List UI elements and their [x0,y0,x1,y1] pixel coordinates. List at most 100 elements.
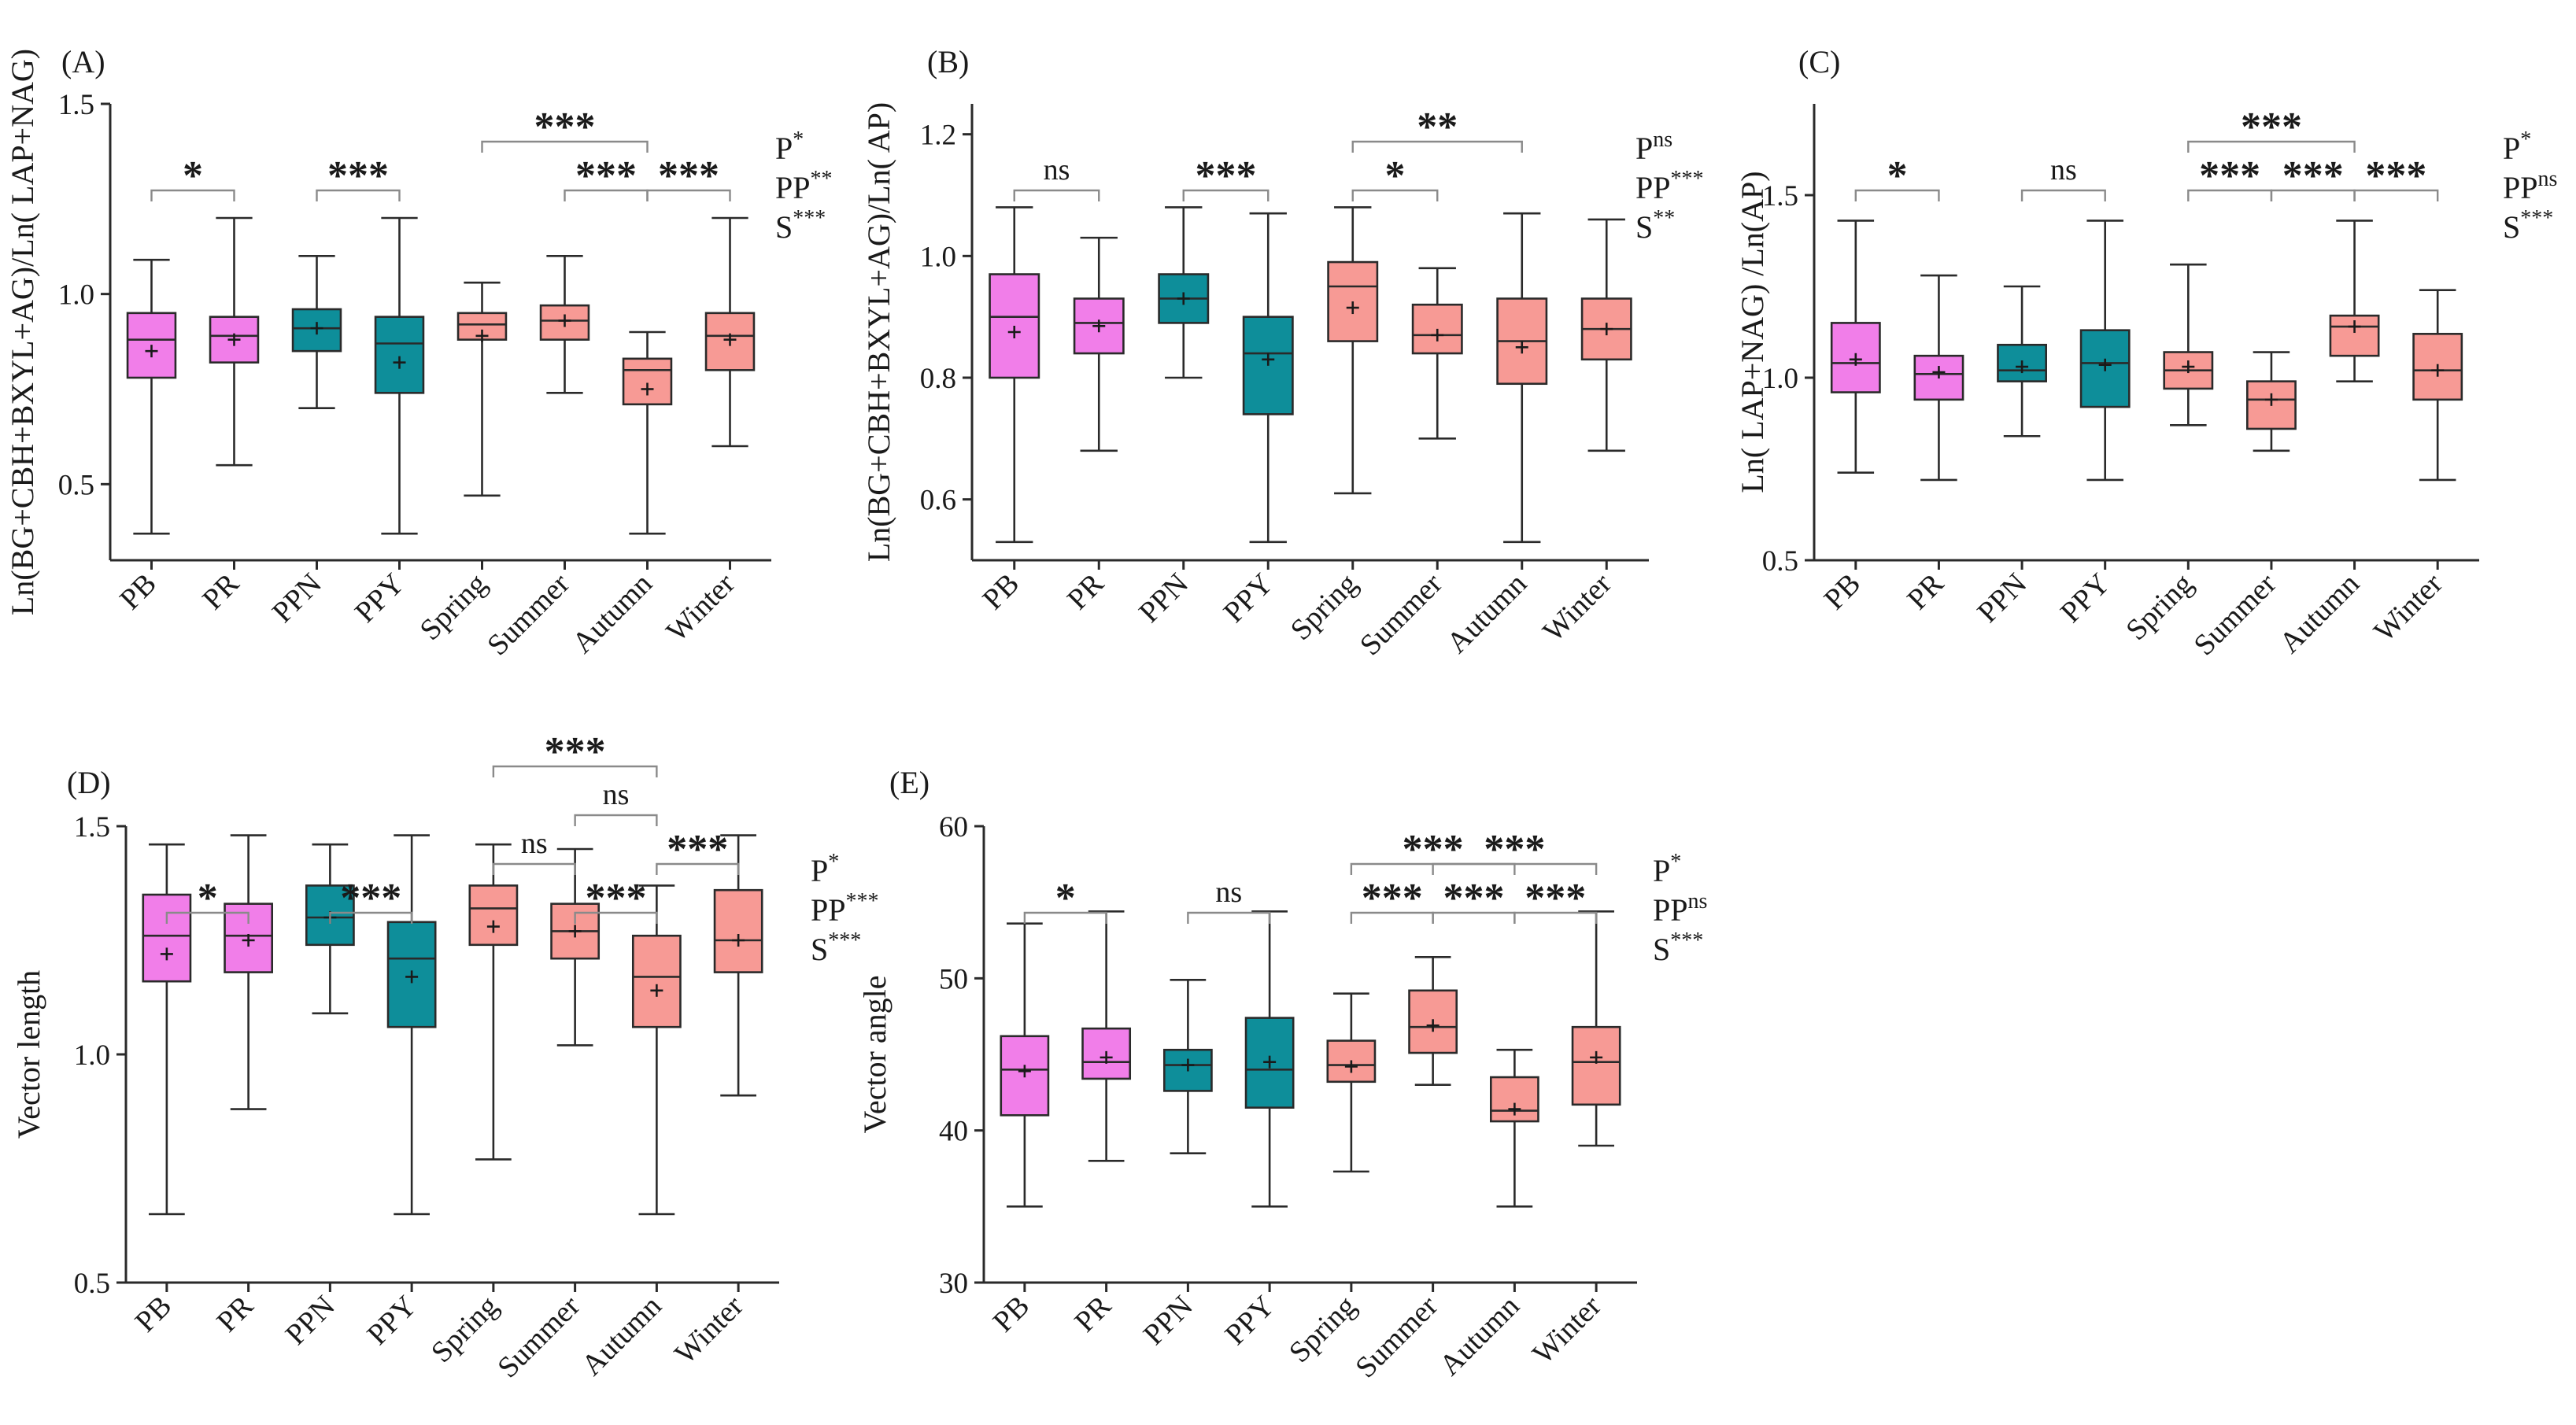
significance-label: *** [1362,876,1423,921]
iqr-box [1571,1025,1621,1106]
y-tick-label: 0.5 [1762,545,1798,578]
stat-sup: *** [1670,928,1703,953]
x-tick-label: Spring [425,1290,504,1369]
x-tick-label: Autumn [575,1290,668,1383]
box-ppy [374,216,425,535]
box-pb [989,206,1040,544]
x-tick-label: PPN [279,1290,342,1352]
box-pr [1073,236,1125,452]
box-spring [456,281,508,497]
x-tick-label: PPN [1133,567,1195,629]
significance-label: *** [2365,153,2426,198]
significance-bracket [2187,140,2356,153]
significance-bracket [1351,189,1439,201]
x-tick-label: PB [977,567,1026,617]
panel-d: (D) Vector length 0.5 1.0 1.5 PB PR PPN PPY Sprin… [11,729,879,1384]
box-ppn [291,255,342,409]
iqr-box [631,934,682,1028]
significance-bracket [329,911,413,924]
x-tick-label: PPN [266,567,328,629]
significance-label: *** [340,876,401,921]
y-axis-label: Ln(BG+CBH+BXYL+AG)/Ln( LAP+NAG) [5,49,40,615]
box-ppy [1244,910,1295,1208]
significance-label: * [183,153,203,198]
stat-pp: PP*** [1635,167,1704,205]
x-tick-label: PR [1901,567,1950,616]
stat-p: P* [2503,127,2531,166]
x-tick-label: Summer [481,567,576,662]
x-tick-label: Winter [660,567,741,648]
box-summer [539,255,590,394]
panel-label: (D) [67,765,111,800]
x-tick-label: Autumn [1440,567,1533,660]
box-summer [1408,955,1458,1086]
stat-pp: PPns [1653,889,1707,928]
x-tick-label: Summer [2188,567,2283,662]
stat-sup: ns [1688,889,1708,914]
iqr-box [291,308,342,353]
x-tick-label: Spring [2120,567,2199,647]
x-tick-label: Autumn [566,567,659,660]
significance-bracket [574,911,658,924]
x-tick-label: Spring [1284,567,1364,647]
significance-label: * [1385,153,1406,198]
stat-sup: *** [846,889,879,914]
significance-bracket [165,911,249,924]
x-tick-label: Winter [668,1289,749,1370]
box-spring [1327,206,1379,495]
x-tick-label: Autumn [1433,1290,1526,1383]
y-tick-label: 40 [939,1116,968,1148]
stat-base: S [2503,209,2520,245]
box-pb [1830,220,1881,474]
significance-bracket [492,765,658,777]
x-tick-label: PPY [1218,1290,1281,1352]
x-tick-label: Spring [1283,1290,1362,1369]
y-tick-label: 1.0 [74,1039,110,1072]
x-tick-label: PR [210,1289,260,1338]
stat-base: S [775,209,793,245]
significance-label: *** [667,827,728,872]
stat-base: S [811,932,828,967]
iqr-box [713,888,763,973]
significance-bracket [481,140,649,153]
stat-base: P [1653,853,1670,888]
x-tick-label: PPY [360,1290,423,1352]
significance-label: *** [658,153,719,198]
y-tick-label: 1.5 [1762,180,1798,212]
stat-base: S [1653,932,1670,967]
box-winter [713,834,763,1097]
significance-label: *** [1196,153,1257,198]
significance-bracket [1854,189,1940,201]
box-pr [1913,274,1964,482]
stat-pp: PP*** [811,889,879,928]
box-pr [209,216,260,467]
significance-bracket [150,189,235,201]
y-tick-label: 30 [939,1268,968,1300]
y-tick-label: 0.6 [920,485,956,517]
box-autumn [2329,220,2380,382]
box-winter [704,216,756,448]
stat-sup: * [1670,850,1681,874]
stat-s: S*** [2503,206,2553,245]
panel-label: (A) [61,44,105,79]
stat-sup: ** [1653,206,1675,231]
x-tick-label: PB [129,1290,179,1339]
box-summer [2246,351,2297,452]
y-tick-label: 0.8 [920,363,956,395]
stat-sup: *** [1671,167,1704,191]
stat-base: P [811,853,828,888]
y-tick-label: 50 [939,963,968,995]
y-tick-label: 1.0 [1762,363,1798,395]
stat-p: Pns [1635,127,1672,166]
significance-label: *** [1443,876,1505,921]
stat-s: S*** [775,206,826,245]
significance-bracket [646,189,731,201]
significance-label: *** [2241,105,2302,150]
x-tick-label: Autumn [2273,567,2366,660]
box-winter [1580,218,1632,452]
x-tick-label: PR [196,567,246,616]
panel-a: (A) Ln(BG+CBH+BXYL+AG)/Ln( LAP+NAG) 0.5 1.0… [5,44,833,662]
panel-label: (C) [1798,44,1840,79]
box-pr [1081,910,1132,1162]
